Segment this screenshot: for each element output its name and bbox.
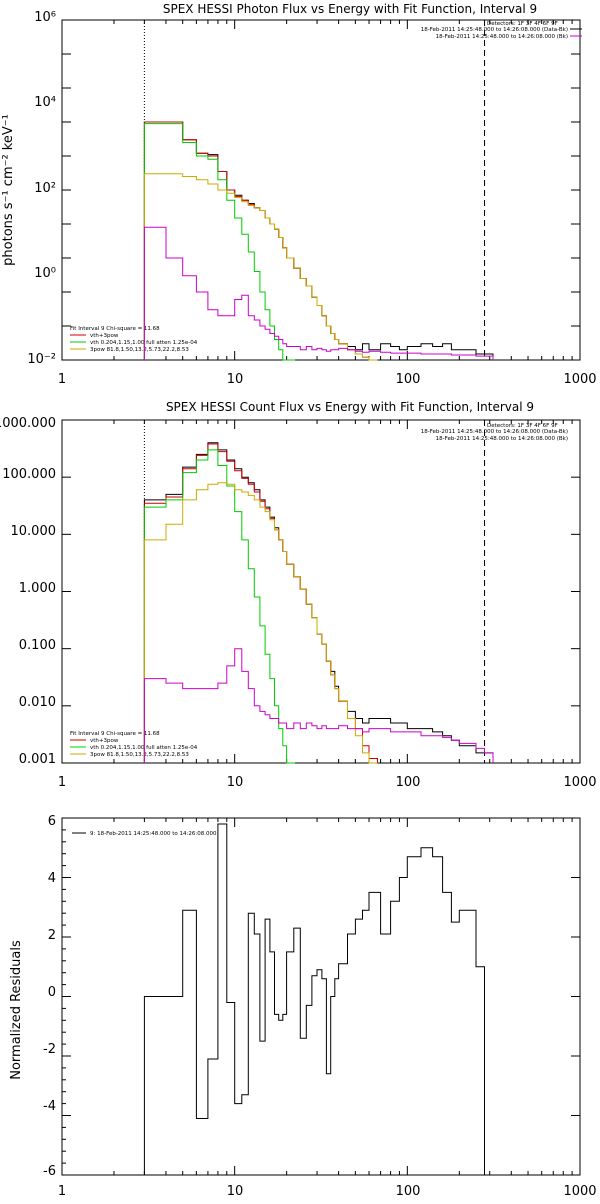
- count-flux-panel: SPEX HESSI Count Flux vs Energy with Fit…: [0, 28, 597, 790]
- fit-legend-entry: Fit Interval 9 Chi-square = 11.68: [70, 731, 160, 737]
- y-tick-label: 1.000: [19, 581, 56, 596]
- x-tick-label: 100: [396, 775, 421, 790]
- y-tick-label: 0.010: [19, 695, 56, 710]
- y-tick-label: 10⁰: [34, 266, 56, 281]
- fit-legend-entry: 3pow 81.8,1.50,13.2,5.73,22.2,8.53: [90, 752, 189, 758]
- x-tick-label: 1000: [563, 372, 596, 387]
- vth-series-line: [143, 123, 296, 361]
- vth-series-line: [143, 449, 296, 764]
- data-legend-entry: 18-Feb-2011 14:25:48.000 to 14:26:08.000…: [436, 436, 568, 442]
- fit-legend-entry: Fit Interval 9 Chi-square = 11.68: [70, 326, 160, 332]
- detectors-label: Detectors: 1F 3F 4F 6F 9F: [487, 21, 558, 27]
- y-tick-label: 6: [48, 814, 56, 829]
- y-tick-label: -2: [43, 1042, 56, 1057]
- y-tick-label: 0.100: [19, 638, 56, 653]
- fit-legend-entry: vth+3pow: [90, 738, 119, 744]
- y-tick-label: 4: [48, 871, 56, 886]
- fit-legend-entry: vth 0.204,1.15,1.00 full atten 1.25e-04: [90, 340, 198, 346]
- x-tick-label: 100: [396, 1184, 421, 1199]
- data-legend-entry: 18-Feb-2011 14:25:48.000 to 14:26:08.000…: [421, 27, 568, 33]
- data-legend-entry: 18-Feb-2011 14:25:48.000 to 14:26:08.000…: [436, 34, 568, 40]
- fit-legend-entry: vth+3pow: [90, 333, 119, 339]
- y-axis-label: Normalized Residuals: [9, 940, 24, 1080]
- fit-legend-entry: 3pow 81.8,1.50,13.2,5.73,22.2,8.53: [90, 347, 189, 353]
- y-tick-label: 10⁴: [34, 95, 56, 110]
- x-tick-label: 10: [227, 372, 244, 387]
- panel-title: SPEX HESSI Count Flux vs Energy with Fit…: [166, 400, 534, 414]
- x-tick-label: 1000: [563, 775, 596, 790]
- 3pow-series-line: [143, 173, 378, 361]
- bk-series-line: [143, 226, 494, 360]
- y-axis-label: photons s⁻¹ cm⁻² keV⁻¹: [1, 114, 16, 266]
- bk-series-line: [143, 648, 494, 763]
- photon-flux-panel: SPEX HESSI Photon Flux vs Energy with Fi…: [1, 2, 597, 387]
- y-tick-label: -6: [43, 1164, 56, 1179]
- y-tick-label: 1000.000: [0, 416, 56, 431]
- x-tick-label: 1: [58, 775, 66, 790]
- panel-title: SPEX HESSI Photon Flux vs Energy with Fi…: [163, 2, 537, 16]
- y-tick-label: 10⁻²: [27, 352, 56, 367]
- y-tick-label: 0: [48, 985, 56, 1000]
- x-tick-label: 100: [396, 372, 421, 387]
- y-tick-label: 100.000: [2, 467, 56, 482]
- y-tick-label: 2: [48, 928, 56, 943]
- y-tick-label: 10²: [34, 181, 56, 196]
- x-tick-label: 1: [58, 372, 66, 387]
- y-tick-label: -4: [43, 1099, 56, 1114]
- y-tick-label: 0.001: [19, 752, 56, 767]
- residuals-panel: Normalized Residuals 9: 18-Feb-2011 14:2…: [9, 814, 597, 1199]
- x-tick-label: 10: [227, 775, 244, 790]
- residuals-legend-entry: 9: 18-Feb-2011 14:25:48.000 to 14:26:08.…: [90, 831, 217, 837]
- data-legend-entry: 18-Feb-2011 14:25:48.000 to 14:26:08.000…: [421, 429, 568, 435]
- detectors-label: Detectors: 1F 3F 4F 6F 9F: [487, 423, 558, 429]
- residual-series-line: [143, 823, 493, 1176]
- y-tick-label: 10⁶: [34, 10, 56, 25]
- x-tick-label: 1: [58, 1184, 66, 1199]
- y-tick-label: 10.000: [11, 524, 57, 539]
- 3pow-series-line: [143, 482, 378, 764]
- x-tick-label: 1000: [563, 1184, 596, 1199]
- x-tick-label: 10: [227, 1184, 244, 1199]
